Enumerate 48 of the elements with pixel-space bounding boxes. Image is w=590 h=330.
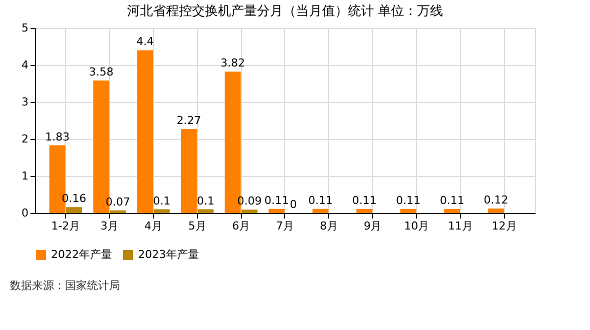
legend-label: 2023年产量 (138, 248, 199, 261)
y-tick-label: 2 (22, 132, 28, 146)
x-tick-label: 8月 (320, 220, 338, 232)
data-label: 1.83 (45, 130, 70, 144)
x-tick-label: 7月 (276, 220, 294, 232)
data-label: 0 (290, 198, 297, 211)
data-label: 0.11 (440, 194, 464, 207)
legend-label: 2022年产量 (51, 248, 112, 261)
y-tick-label: 0 (22, 206, 28, 220)
x-tick-label: 11月 (448, 220, 473, 232)
bar (154, 209, 170, 213)
y-tick-label: 3 (22, 96, 28, 108)
data-label: 2.27 (176, 114, 202, 128)
y-tick-label: 4 (22, 58, 28, 72)
bar (180, 129, 197, 213)
bar (110, 210, 126, 213)
x-tick-label: 6月 (232, 220, 250, 232)
bar (400, 208, 416, 213)
x-tick-label: 9月 (364, 220, 382, 232)
data-label: 0.11 (308, 194, 333, 207)
data-label: 0.11 (352, 194, 377, 207)
data-label: 0.11 (396, 194, 420, 207)
y-tick-label: 5 (22, 22, 28, 34)
chart-title: 河北省程控交换机产量分月（当月值）统计 单位：万线 (126, 3, 444, 19)
bar (444, 208, 460, 213)
x-tick-label: 1-2月 (51, 220, 80, 232)
bar (241, 210, 258, 213)
x-tick-label: 10月 (404, 220, 430, 232)
bar (488, 208, 504, 213)
bar (268, 208, 285, 213)
source-note: 数据来源：国家统计局 (10, 279, 120, 292)
bar (66, 207, 82, 213)
bar (356, 208, 372, 213)
data-label: 0.1 (196, 194, 214, 208)
bar (137, 50, 154, 213)
x-tick-label: 3月 (100, 220, 119, 232)
y-tick-label: 1 (22, 170, 28, 182)
data-label: 4.4 (136, 35, 154, 48)
data-label: 3.82 (220, 56, 246, 70)
x-tick-label: 12月 (492, 220, 517, 232)
data-label: 0.1 (153, 194, 171, 208)
bar (312, 208, 329, 213)
bar (198, 209, 214, 213)
data-label: 0.12 (484, 194, 508, 207)
data-label: 3.58 (88, 66, 114, 79)
x-tick-label: 4月 (144, 220, 162, 232)
x-tick-label: 5月 (188, 220, 206, 232)
data-label: 0.11 (264, 194, 289, 207)
